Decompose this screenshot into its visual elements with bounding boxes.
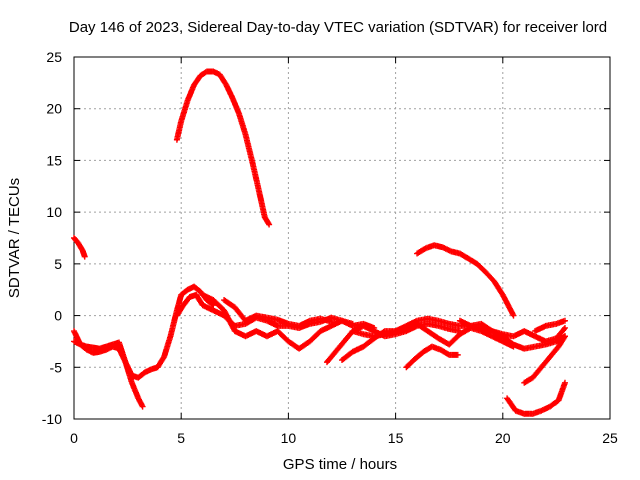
series-arc-morning-main	[71, 283, 217, 381]
y-tick-label: 15	[46, 152, 62, 168]
y-tick-label: -10	[42, 411, 62, 427]
series-marker-trail	[533, 318, 567, 334]
series-arc-midday-c	[221, 297, 335, 329]
plot-area-frame	[73, 56, 611, 420]
y-tick-label: 10	[46, 204, 62, 220]
series-arc-evening-low	[504, 379, 568, 417]
series-arc-afternoon-c	[403, 343, 461, 371]
series-marker-trail	[504, 381, 568, 417]
series-marker-trail	[479, 323, 567, 344]
x-tick-label: 20	[495, 430, 511, 446]
series-marker-trail	[415, 242, 516, 318]
x-tick-label: 10	[281, 430, 297, 446]
x-tick-label: 0	[70, 430, 78, 446]
series-arc-peak	[173, 68, 273, 228]
series-marker-trail	[174, 68, 272, 227]
series-arc-midday-b	[199, 291, 356, 352]
y-tick-label: 0	[54, 308, 62, 324]
y-tick-label: 25	[46, 49, 62, 65]
series-arc-evening-rise	[521, 333, 568, 386]
y-axis-label: SDTVAR / TECUs	[6, 178, 23, 298]
series-arc-early-high	[71, 235, 88, 260]
series-marker-trail	[404, 344, 460, 370]
series-marker-trail	[222, 297, 333, 329]
x-tick-label: 5	[177, 430, 185, 446]
series-arc-evening-mid2	[478, 322, 568, 345]
series-arc-evening-end	[531, 317, 568, 335]
axis-ticks: 0 5 10 15 20 25 -10 -5 0 5 10 15 20 25	[42, 49, 618, 446]
x-tick-label: 25	[602, 430, 618, 446]
grid-lines	[74, 57, 610, 419]
data-series-layer	[71, 68, 568, 417]
y-tick-label: -5	[50, 359, 63, 375]
series-marker-trail	[351, 321, 516, 349]
chart-title: Day 146 of 2023, Sidereal Day-to-day VTE…	[69, 19, 607, 36]
x-axis-label: GPS time / hours	[283, 456, 397, 473]
series-marker-trail	[71, 236, 88, 259]
x-tick-label: 15	[388, 430, 404, 446]
y-tick-label: 5	[54, 256, 62, 272]
series-arc-afternoon-d	[349, 320, 517, 350]
y-tick-label: 20	[46, 101, 62, 117]
series-marker-trail	[201, 292, 355, 351]
series-arc-evening-high	[414, 242, 517, 319]
series-marker-trail	[71, 284, 216, 381]
series-marker-trail	[522, 334, 568, 386]
